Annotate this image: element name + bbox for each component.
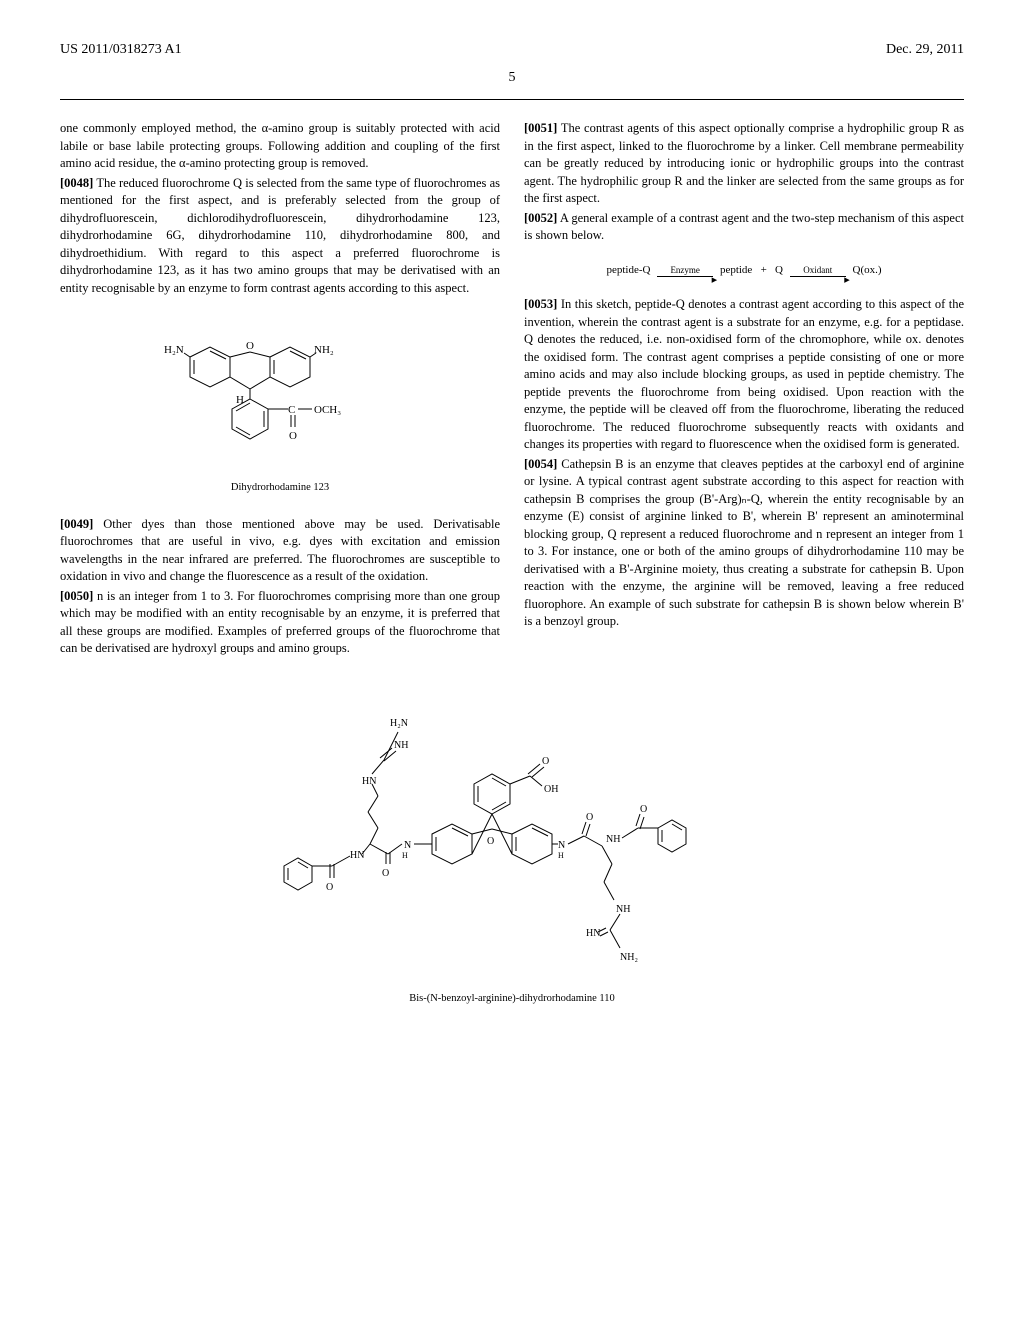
product-2: Q <box>775 264 783 276</box>
paragraph-0052: [0052] A general example of a contrast a… <box>524 210 964 245</box>
svg-text:H: H <box>402 851 408 860</box>
svg-text:O: O <box>586 812 593 823</box>
patent-id: US 2011/0318273 A1 <box>60 40 182 60</box>
large-structure-label: Bis-(N-benzoyl-arginine)-dihydrorhodamin… <box>60 992 964 1007</box>
publication-date: Dec. 29, 2011 <box>886 40 964 60</box>
right-column: [0051] The contrast agents of this aspec… <box>524 120 964 660</box>
paragraph-0053: [0053] In this sketch, peptide-Q denotes… <box>524 296 964 454</box>
arrow-label-oxidant: Oxidant <box>790 264 846 277</box>
paragraph-0051: [0051] The contrast agents of this aspec… <box>524 120 964 208</box>
svg-text:C: C <box>288 404 295 416</box>
bis-benzoyl-arginine-structure: O O OH N H O <box>60 684 964 1007</box>
chem-structure-svg-1: O H H₂N NH₂ C <box>160 317 400 477</box>
product-1: peptide <box>720 264 752 276</box>
svg-text:NH₂: NH₂ <box>314 344 334 356</box>
svg-text:HN: HN <box>586 928 600 939</box>
svg-text:H₂N: H₂N <box>164 344 184 356</box>
para-num-0052: [0052] <box>524 211 557 225</box>
para-num-0051: [0051] <box>524 121 557 135</box>
reaction-arrow-1: Enzyme ▸ <box>657 264 713 278</box>
svg-text:H₂N: H₂N <box>390 718 408 729</box>
svg-text:O: O <box>542 756 549 767</box>
dihydrorhodamine-123-structure: O H H₂N NH₂ C <box>60 317 500 496</box>
header-divider <box>60 99 964 100</box>
chem-label-1: Dihydrorhodamine 123 <box>60 481 500 496</box>
page-number: 5 <box>60 68 964 88</box>
svg-text:N: N <box>404 840 411 851</box>
svg-text:O: O <box>640 804 647 815</box>
two-column-content: one commonly employed method, the α-amin… <box>60 120 964 660</box>
chem-structure-svg-2: O O OH N H O <box>202 684 822 984</box>
product-3: Q(ox.) <box>853 264 882 276</box>
svg-text:NH: NH <box>616 904 630 915</box>
left-column: one commonly employed method, the α-amin… <box>60 120 500 660</box>
paragraph-0048: [0048] The reduced fluorochrome Q is sel… <box>60 175 500 298</box>
para-num-0048: [0048] <box>60 176 93 190</box>
full-width-structure-section: O O OH N H O <box>60 684 964 1007</box>
para-num-0049: [0049] <box>60 517 93 531</box>
svg-text:O: O <box>246 340 254 352</box>
svg-text:NH: NH <box>606 834 620 845</box>
para-num-0054: [0054] <box>524 457 557 471</box>
svg-text:O: O <box>326 882 333 893</box>
svg-text:N: N <box>558 840 565 851</box>
intro-paragraph: one commonly employed method, the α-amin… <box>60 120 500 173</box>
svg-text:H: H <box>558 851 564 860</box>
reaction-plus: + <box>761 264 767 276</box>
svg-text:OCH₃: OCH₃ <box>314 404 341 416</box>
svg-text:OH: OH <box>544 784 558 795</box>
reaction-arrow-2: Oxidant ▸ <box>790 264 846 278</box>
svg-text:HN: HN <box>350 850 364 861</box>
svg-text:NH: NH <box>394 740 408 751</box>
page-header: US 2011/0318273 A1 Dec. 29, 2011 <box>60 40 964 60</box>
svg-text:O: O <box>289 430 297 442</box>
svg-text:HN: HN <box>362 776 376 787</box>
paragraph-0054: [0054] Cathepsin B is an enzyme that cle… <box>524 456 964 631</box>
svg-text:NH₂: NH₂ <box>620 952 638 963</box>
arrow-label-enzyme: Enzyme <box>657 264 713 277</box>
svg-text:O: O <box>382 868 389 879</box>
reactant-1: peptide-Q <box>606 264 650 276</box>
reaction-scheme: peptide-Q Enzyme ▸ peptide + Q Oxidant ▸… <box>524 263 964 278</box>
svg-text:O: O <box>487 836 494 847</box>
paragraph-0049: [0049] Other dyes than those mentioned a… <box>60 516 500 586</box>
paragraph-0050: [0050] n is an integer from 1 to 3. For … <box>60 588 500 658</box>
para-num-0050: [0050] <box>60 589 93 603</box>
para-num-0053: [0053] <box>524 297 557 311</box>
